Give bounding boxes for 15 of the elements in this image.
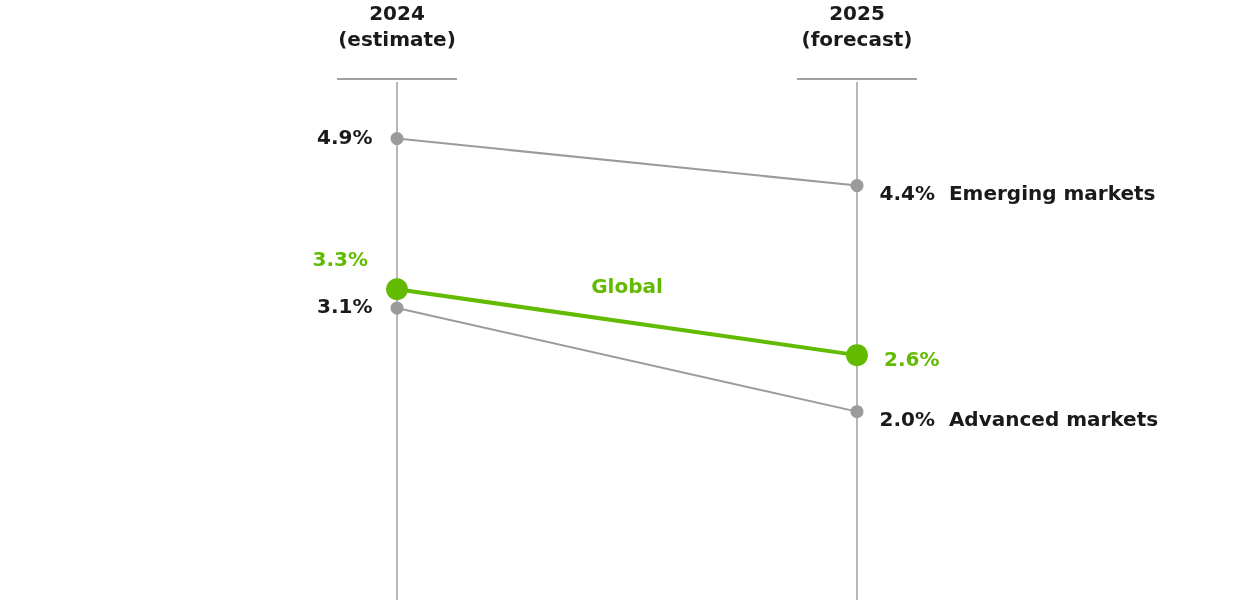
point xyxy=(386,278,408,301)
point xyxy=(390,132,404,146)
data-label: 3.1% xyxy=(317,294,373,319)
point xyxy=(846,344,868,367)
text: 2.0% Advanced markets xyxy=(879,406,1159,431)
data-label: 4.9% xyxy=(317,124,373,149)
point xyxy=(850,405,864,419)
point xyxy=(850,179,864,193)
x-tick-label: 2025 (forecast) xyxy=(801,1,913,51)
point xyxy=(390,301,404,315)
text: 4.4% Emerging markets xyxy=(879,180,1156,205)
data-label: 3.3% xyxy=(312,247,368,272)
data-label: 2.6% xyxy=(884,347,940,372)
series-label: Global xyxy=(591,274,663,299)
x-tick-label: 2024 (estimate) xyxy=(338,1,456,51)
